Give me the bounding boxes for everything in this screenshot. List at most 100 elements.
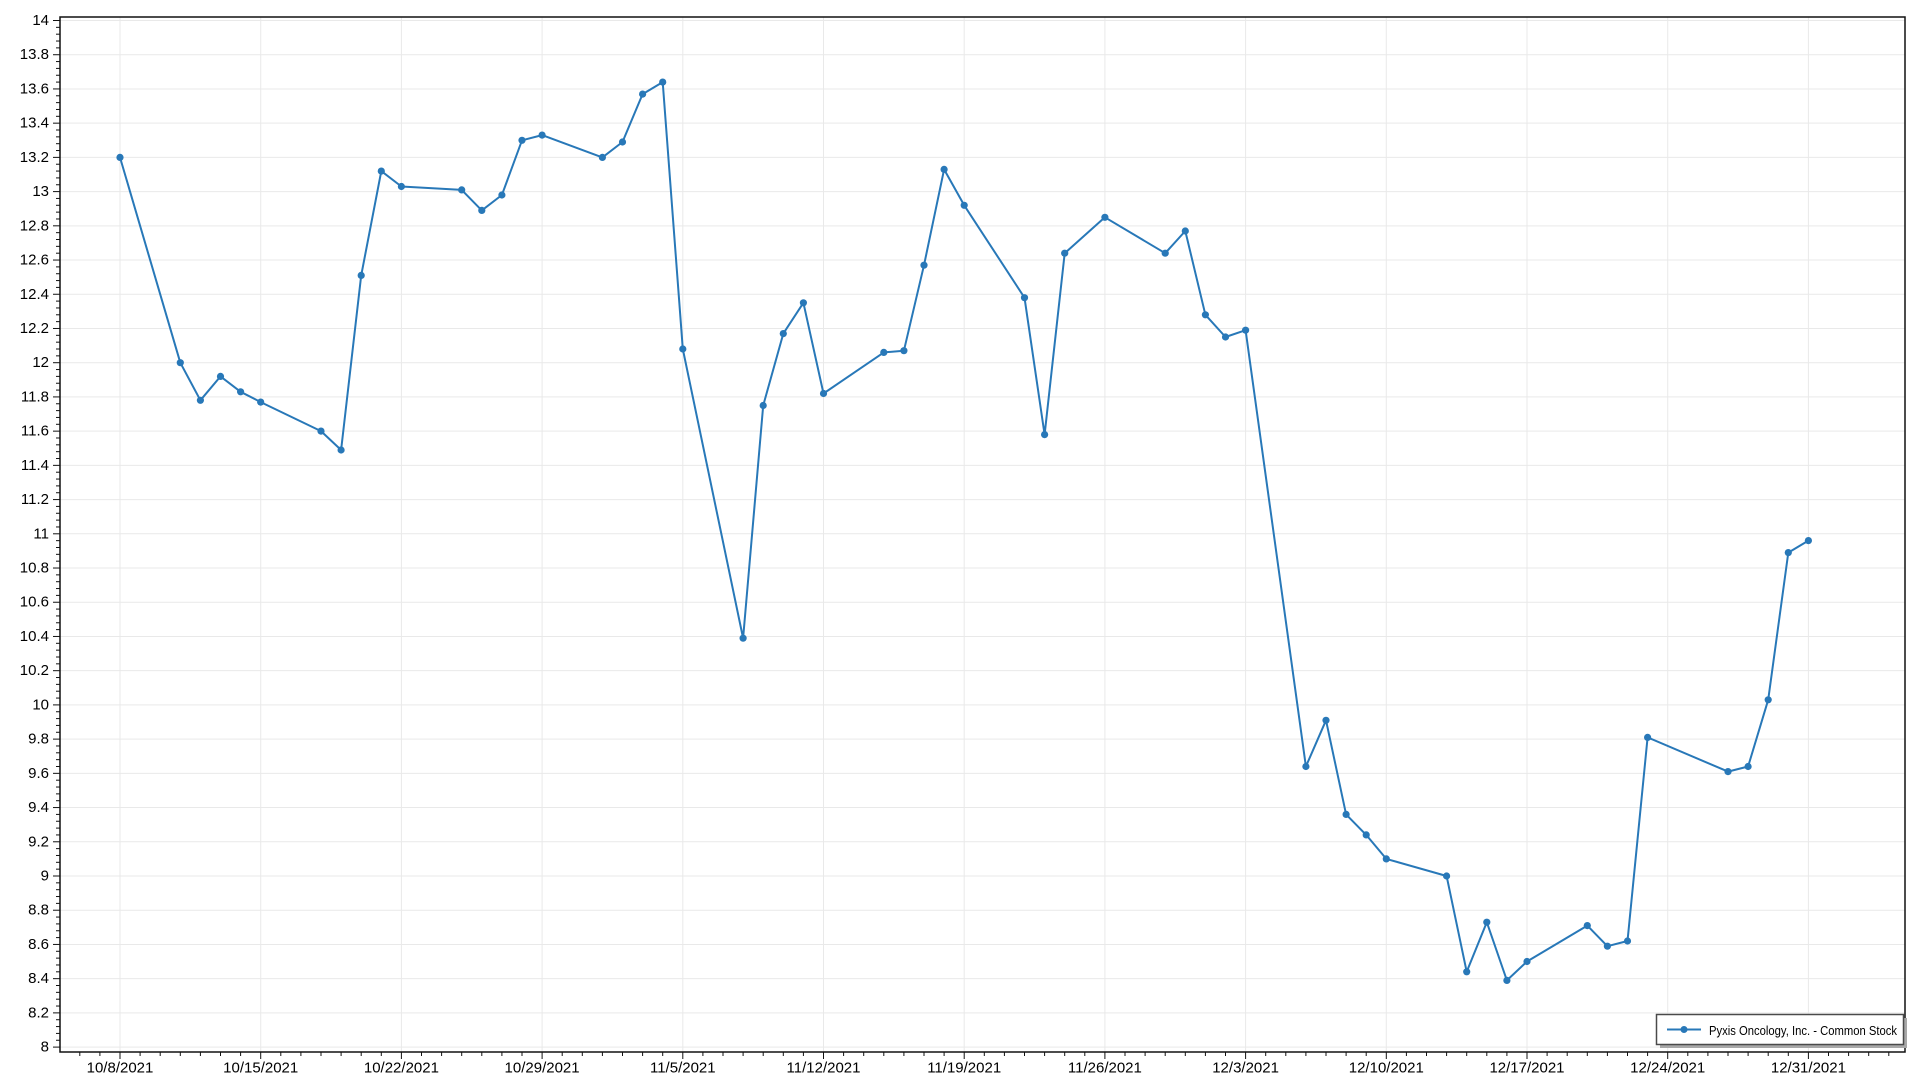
x-tick-label: 11/5/2021 <box>650 1059 716 1076</box>
data-point[interactable] <box>759 401 767 410</box>
data-point[interactable] <box>317 427 325 435</box>
data-point[interactable] <box>739 634 747 642</box>
y-tick-label: 8.4 <box>28 970 49 987</box>
data-point[interactable] <box>1302 762 1310 771</box>
y-tick-label: 10.6 <box>20 594 49 611</box>
data-point[interactable] <box>960 201 968 209</box>
y-tick-label: 12.6 <box>20 252 49 269</box>
data-point[interactable] <box>337 446 345 454</box>
data-point[interactable] <box>116 153 124 161</box>
data-point[interactable] <box>216 372 225 380</box>
data-point[interactable] <box>1443 872 1451 880</box>
y-tick-label: 10 <box>32 696 49 713</box>
y-tick-label: 13.6 <box>20 80 49 97</box>
data-point[interactable] <box>1744 762 1752 771</box>
y-tick-label: 14 <box>32 12 49 29</box>
data-point[interactable] <box>458 186 466 194</box>
data-point[interactable] <box>1603 942 1611 950</box>
y-tick-label: 13 <box>32 183 49 200</box>
data-point[interactable] <box>1342 810 1350 819</box>
data-point[interactable] <box>1242 326 1250 334</box>
y-tick-label: 9.2 <box>28 833 49 850</box>
data-point[interactable] <box>1463 968 1471 976</box>
x-axis: 10/8/2021 10/15/2021 10/22/2021 10/29/2021 1… <box>79 1052 1890 1076</box>
y-axis: 8 8.2 8.4 8.6 8.8 9 9.2 9.4 9.6 9.8 10 10.2 10.4 10.6… <box>20 12 60 1056</box>
data-point[interactable] <box>659 78 667 86</box>
data-point[interactable] <box>598 153 607 161</box>
data-point[interactable] <box>618 138 627 146</box>
data-point[interactable] <box>1764 696 1772 704</box>
data-point[interactable] <box>900 347 908 355</box>
y-tick-label: 11.8 <box>21 388 49 405</box>
y-tick-label: 11 <box>33 525 49 542</box>
data-point[interactable] <box>1181 227 1189 235</box>
x-tick-label: 12/24/2021 <box>1630 1059 1705 1076</box>
data-point[interactable] <box>1724 768 1732 776</box>
data-point[interactable] <box>1322 716 1330 724</box>
data-point[interactable] <box>196 396 204 404</box>
y-tick-label: 8.8 <box>28 902 49 919</box>
legend: Pyxis Oncology, Inc. - Common Stock <box>1655 1013 1907 1048</box>
y-tick-label: 9.4 <box>28 799 49 816</box>
data-point[interactable] <box>1221 333 1230 341</box>
x-tick-label: 12/3/2021 <box>1212 1059 1279 1076</box>
y-tick-label: 8.6 <box>28 936 49 953</box>
data-point[interactable] <box>518 136 526 144</box>
x-tick-label: 12/17/2021 <box>1489 1059 1564 1076</box>
data-point[interactable] <box>1804 537 1812 545</box>
data-point[interactable] <box>1784 549 1792 557</box>
y-tick-label: 13.4 <box>20 115 49 132</box>
y-tick-label: 9 <box>41 868 49 885</box>
data-point[interactable] <box>1101 213 1109 221</box>
data-point[interactable] <box>1644 733 1652 742</box>
data-point[interactable] <box>1020 294 1029 302</box>
data-point[interactable] <box>377 167 385 175</box>
data-point[interactable] <box>1161 249 1169 257</box>
data-point[interactable] <box>799 299 808 307</box>
data-point[interactable] <box>819 389 828 398</box>
y-tick-label: 11.6 <box>21 423 49 440</box>
data-point[interactable] <box>478 206 486 214</box>
legend-marker-icon <box>1680 1026 1688 1033</box>
data-point[interactable] <box>1362 831 1370 839</box>
legend-box <box>1655 1013 1905 1046</box>
data-point[interactable] <box>1523 957 1531 966</box>
data-point[interactable] <box>397 182 405 191</box>
data-point[interactable] <box>779 330 787 338</box>
data-point[interactable] <box>538 131 546 139</box>
data-point[interactable] <box>257 398 265 406</box>
data-point[interactable] <box>679 345 687 353</box>
x-tick-label: 11/26/2021 <box>1068 1059 1142 1076</box>
y-tick-label: 12 <box>32 354 49 371</box>
data-point[interactable] <box>880 348 888 356</box>
data-point[interactable] <box>1061 249 1069 257</box>
y-tick-label: 9.8 <box>28 731 49 748</box>
data-point[interactable] <box>639 90 647 98</box>
x-tick-label: 12/31/2021 <box>1771 1059 1846 1076</box>
x-tick-label: 12/10/2021 <box>1349 1059 1424 1076</box>
data-point[interactable] <box>940 165 948 173</box>
data-point[interactable] <box>920 261 928 269</box>
data-point[interactable] <box>1041 431 1049 439</box>
data-point[interactable] <box>237 388 245 396</box>
data-point[interactable] <box>1201 311 1209 319</box>
y-tick-label: 11.4 <box>21 457 49 474</box>
data-point[interactable] <box>176 359 184 367</box>
y-tick-label: 10.4 <box>20 628 49 645</box>
y-tick-label: 12.4 <box>20 286 49 303</box>
data-point[interactable] <box>1483 918 1491 926</box>
data-point[interactable] <box>498 191 506 199</box>
legend-label: Pyxis Oncology, Inc. - Common Stock <box>1709 1023 1897 1038</box>
plot-border <box>59 16 1906 1053</box>
data-point[interactable] <box>1382 855 1390 863</box>
y-tick-label: 10.2 <box>20 662 49 679</box>
x-tick-label: 10/8/2021 <box>87 1059 154 1076</box>
plot-area[interactable] <box>60 17 1905 1052</box>
data-point[interactable] <box>1583 922 1591 930</box>
data-point[interactable] <box>1623 937 1632 945</box>
data-point[interactable] <box>357 271 365 279</box>
x-tick-label: 11/19/2021 <box>927 1059 1001 1076</box>
y-tick-label: 13.2 <box>20 149 49 166</box>
data-point[interactable] <box>1503 976 1511 985</box>
x-tick-label: 10/29/2021 <box>505 1059 580 1076</box>
